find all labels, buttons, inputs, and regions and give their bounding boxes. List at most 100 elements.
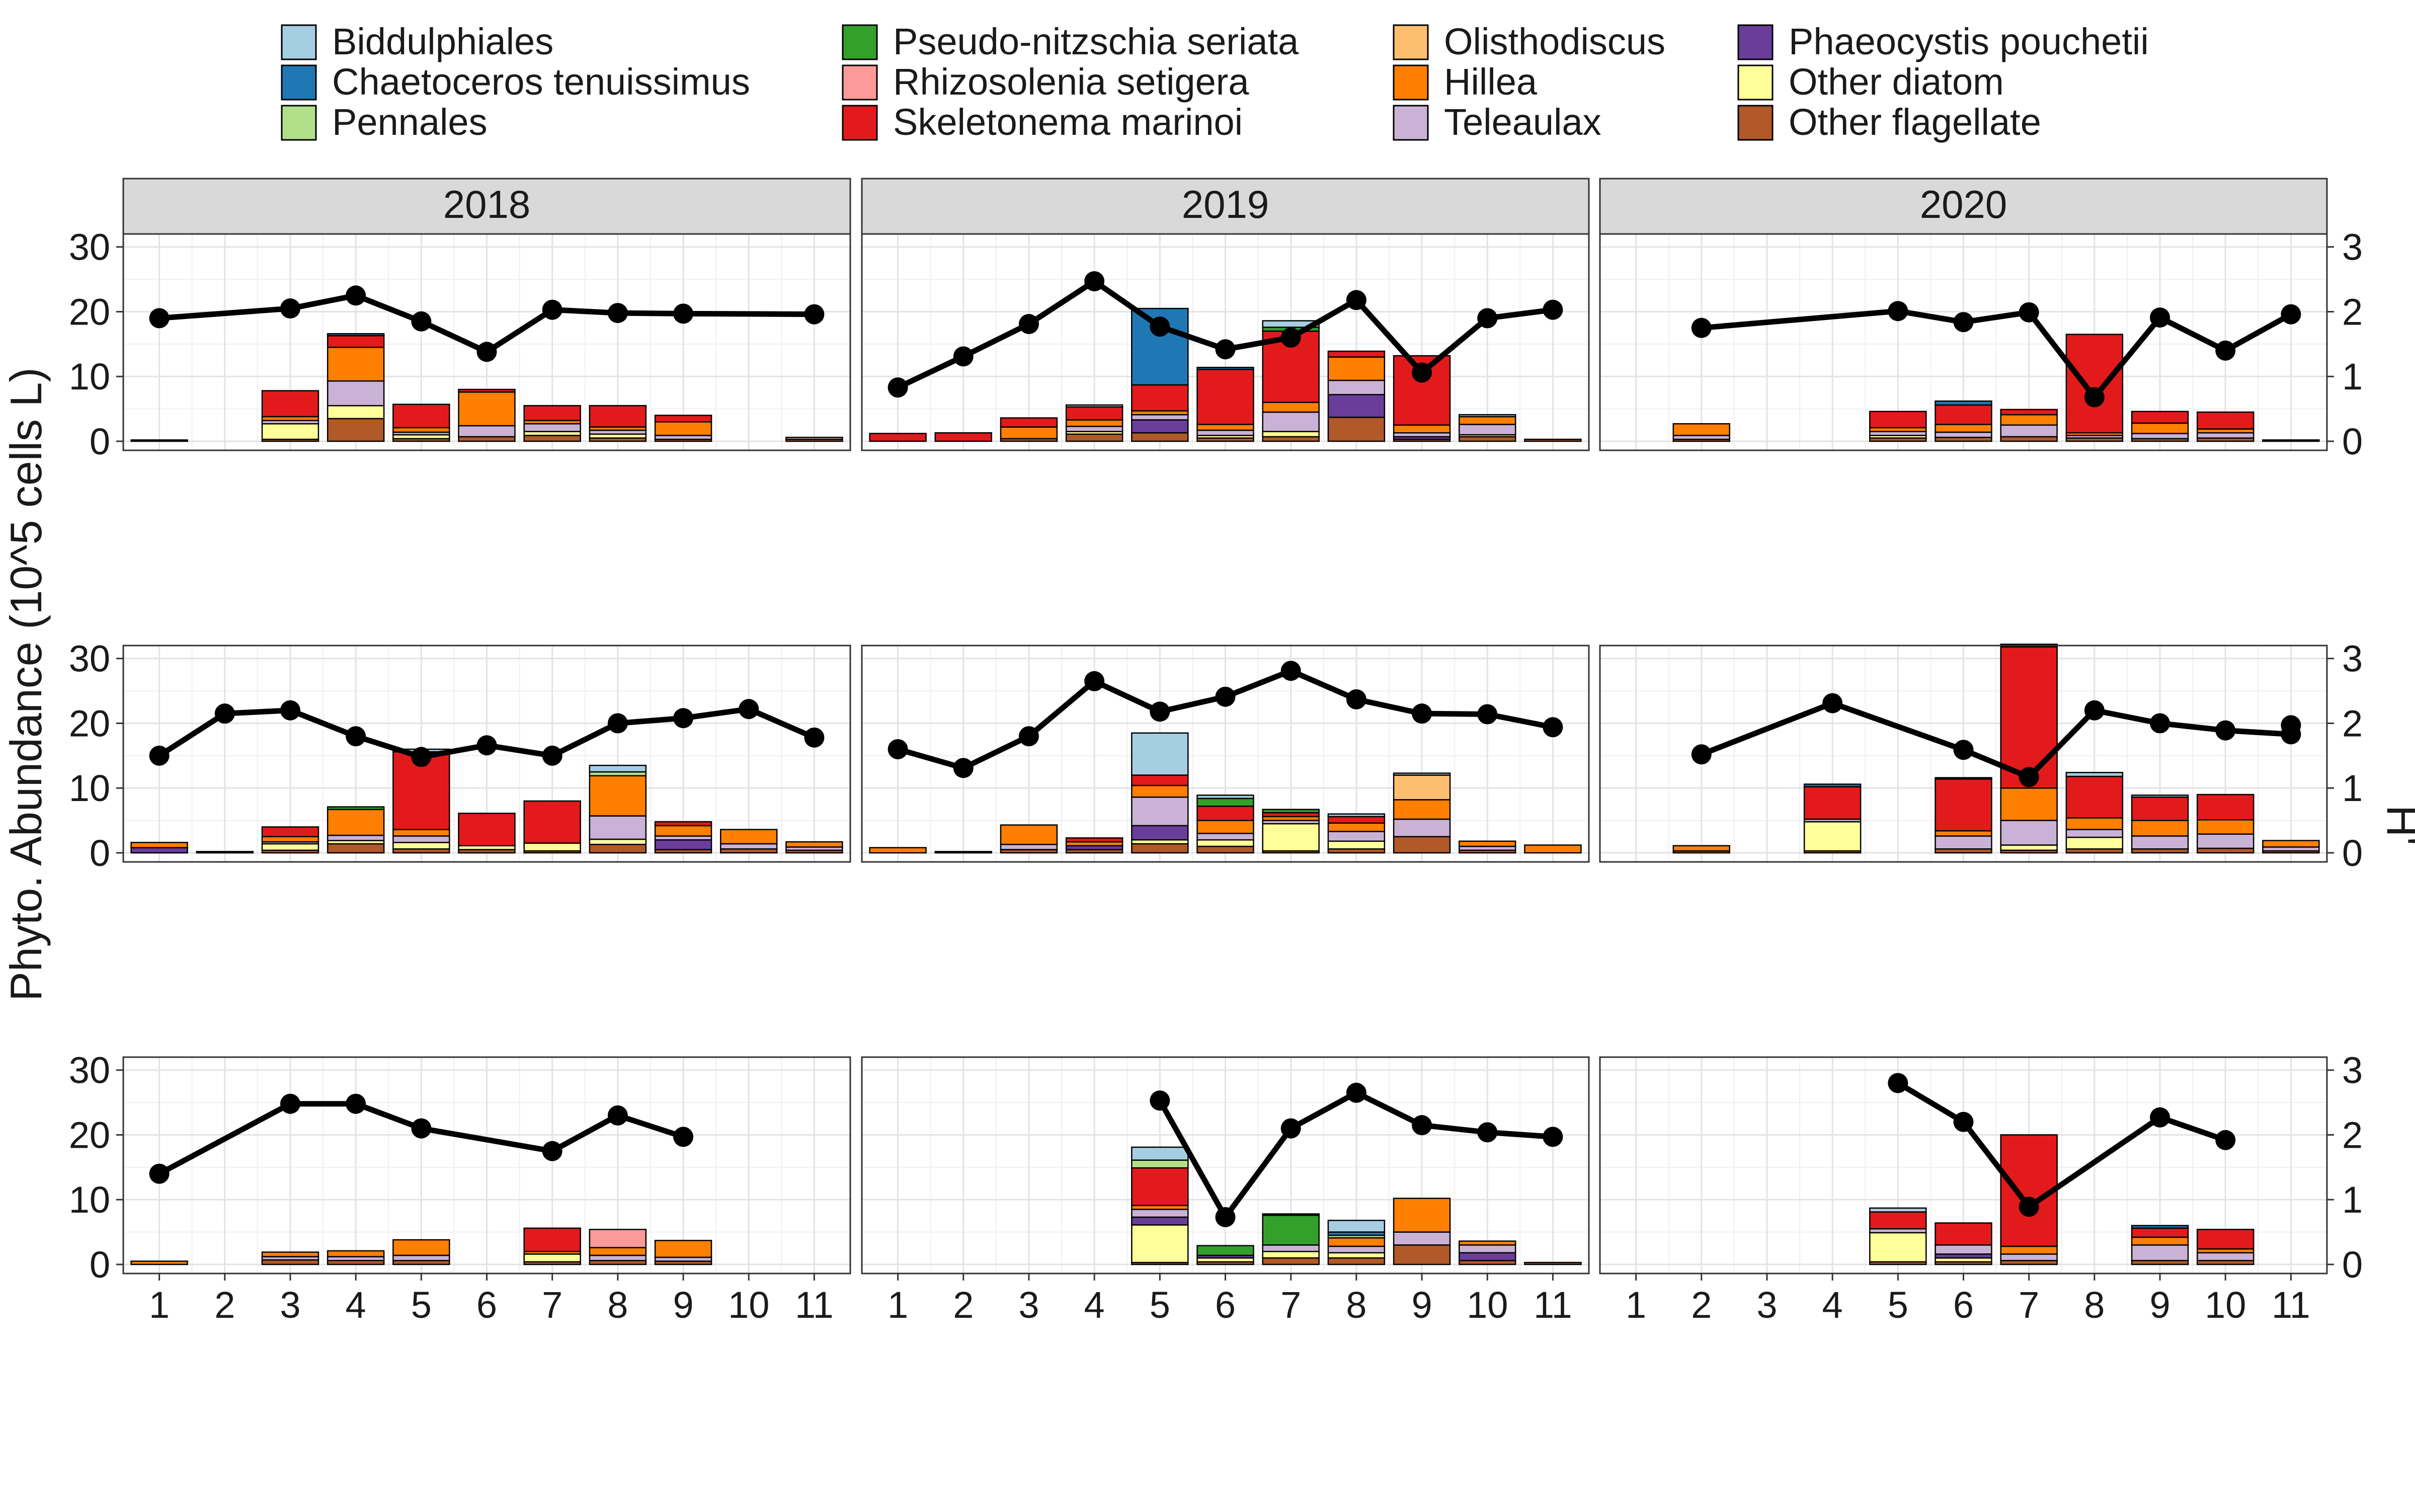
bar-segment-skel bbox=[1803, 786, 1862, 820]
bar-segment-ofla bbox=[2196, 847, 2255, 854]
bar-segment-skel bbox=[2000, 646, 2058, 789]
bar-stack-x5 bbox=[1869, 411, 1927, 442]
x-tick-label: 8 bbox=[607, 1284, 628, 1326]
x-tick-label: 3 bbox=[1018, 1284, 1039, 1326]
y-left-tick-label: 10 bbox=[69, 1179, 110, 1221]
bar-segment-hill bbox=[654, 1240, 712, 1258]
bar-stack-x8 bbox=[2065, 772, 2124, 854]
bar-segment-hill bbox=[458, 391, 516, 427]
bar-segment-skel bbox=[2196, 411, 2255, 430]
bar-segment-tele bbox=[589, 1254, 647, 1261]
bar-stack-x6 bbox=[1935, 400, 1992, 442]
x-tick-label: 6 bbox=[476, 1284, 497, 1326]
bar-segment-tele bbox=[1131, 797, 1189, 827]
y-left-tick-label: 10 bbox=[69, 767, 110, 809]
bar-segment-ofla bbox=[1458, 436, 1516, 442]
bar-segment-skel bbox=[458, 388, 516, 393]
bar-stack-x3 bbox=[261, 826, 319, 854]
bar-segment-hill bbox=[1327, 356, 1386, 381]
bar-segment-ofla bbox=[327, 418, 385, 442]
h-index-point bbox=[1953, 312, 1974, 333]
bar-segment-tele bbox=[1458, 1244, 1516, 1254]
panel-2020-row2: 0 1 2 3 bbox=[1599, 638, 2363, 874]
bar-segment-ofla bbox=[1524, 1261, 1582, 1265]
bar-segment-tele bbox=[392, 1254, 450, 1261]
bar-stack-x7 bbox=[2000, 1134, 2058, 1265]
bar-segment-bidd bbox=[1131, 732, 1189, 776]
legend-label-tele: Teleaulax bbox=[1444, 101, 1601, 143]
bar-segment-skel bbox=[1131, 1167, 1189, 1207]
h-index-point bbox=[280, 298, 300, 319]
bar-segment-hill bbox=[719, 829, 778, 845]
bar-segment-hill bbox=[261, 836, 319, 843]
facet-strip-2018: 2018 bbox=[122, 178, 851, 235]
bar-segment-tele bbox=[2000, 1253, 2058, 1261]
bar-stack-x2 bbox=[934, 851, 993, 854]
bar-segment-bidd bbox=[1327, 1220, 1386, 1233]
bar-stack-x8 bbox=[1327, 813, 1386, 854]
bar-stack-x9 bbox=[1393, 1198, 1451, 1265]
h-index-point bbox=[2150, 1107, 2170, 1128]
bar-segment-skel bbox=[2000, 1134, 2058, 1247]
bar-stack-x11 bbox=[2262, 439, 2320, 442]
bar-segment-hill bbox=[1672, 423, 1731, 436]
bar-segment-tele bbox=[1262, 1244, 1320, 1252]
bar-segment-penn bbox=[1131, 1159, 1189, 1169]
bar-segment-odia bbox=[392, 842, 450, 850]
bar-segment-chae bbox=[1803, 783, 1862, 787]
x-tick-label: 5 bbox=[1888, 1284, 1908, 1326]
panel-border bbox=[122, 233, 851, 451]
bar-segment-tele bbox=[2000, 820, 2058, 846]
legend-label-bidd: Biddulphiales bbox=[332, 21, 553, 62]
bar-segment-odia bbox=[327, 405, 385, 420]
bar-segment-skel bbox=[2196, 1229, 2255, 1250]
legend-item-odia: Other diatom bbox=[1737, 61, 2004, 103]
x-tick-label: 4 bbox=[1084, 1284, 1105, 1326]
h-index-point bbox=[1412, 703, 1432, 724]
h-index-point bbox=[2215, 720, 2236, 741]
h-index-point bbox=[280, 1093, 300, 1114]
bar-segment-phae bbox=[1458, 1252, 1516, 1261]
h-index-line bbox=[1701, 308, 2293, 400]
bar-segment-skel bbox=[1393, 355, 1451, 426]
bar-stack-x8 bbox=[589, 1229, 647, 1265]
h-index-point bbox=[1477, 308, 1498, 329]
bar-segment-ofla bbox=[523, 435, 581, 442]
bar-stack-x7 bbox=[2000, 409, 2058, 442]
bar-segment-odia bbox=[1196, 839, 1254, 847]
bar-segment-hill bbox=[327, 347, 385, 382]
h-index-point bbox=[1412, 1115, 1432, 1136]
h-index-point bbox=[1412, 362, 1432, 383]
bar-segment-phae bbox=[654, 839, 712, 850]
legend-swatch-bidd bbox=[281, 24, 317, 60]
panel-2019-row3: 1 2 3 4 5 6 7 8 9 10 11 bbox=[861, 1056, 1590, 1326]
bar-segment-tele bbox=[2065, 829, 2124, 838]
bar-segment-chae bbox=[1196, 366, 1254, 370]
bar-segment-hill bbox=[1458, 1240, 1516, 1246]
h-index-point bbox=[1543, 1127, 1563, 1147]
bar-segment-phae bbox=[130, 847, 188, 854]
legend-label-phae: Phaeocystis pouchetii bbox=[1789, 21, 2149, 62]
bar-segment-skel bbox=[392, 404, 450, 429]
facet-strip-bg bbox=[1599, 178, 2328, 235]
h-index-point bbox=[346, 726, 366, 747]
legend-swatch-chae bbox=[281, 64, 317, 101]
bar-segment-odia bbox=[1262, 431, 1320, 438]
bar-segment-bidd bbox=[589, 764, 647, 773]
x-tick-label: 2 bbox=[1691, 1284, 1712, 1326]
panel-border bbox=[1599, 645, 2328, 863]
y-axis-right-label: H' bbox=[2378, 805, 2415, 845]
bar-segment-ofla bbox=[261, 1259, 319, 1265]
bar-segment-skel bbox=[327, 335, 385, 348]
h-index-point bbox=[2215, 340, 2236, 361]
bar-stack-x9 bbox=[654, 1240, 712, 1265]
x-tick-label: 7 bbox=[1280, 1284, 1301, 1326]
bar-segment-skel bbox=[934, 432, 993, 442]
legend-label-hill: Hillea bbox=[1444, 61, 1538, 103]
bar-segment-hill bbox=[1393, 424, 1451, 434]
legend-swatch-hill bbox=[1393, 64, 1429, 101]
bar-segment-tele bbox=[785, 437, 843, 440]
bar-segment-hill bbox=[1262, 402, 1320, 413]
bar-segment-ofla bbox=[327, 843, 385, 854]
bar-stack-x7 bbox=[523, 405, 581, 442]
